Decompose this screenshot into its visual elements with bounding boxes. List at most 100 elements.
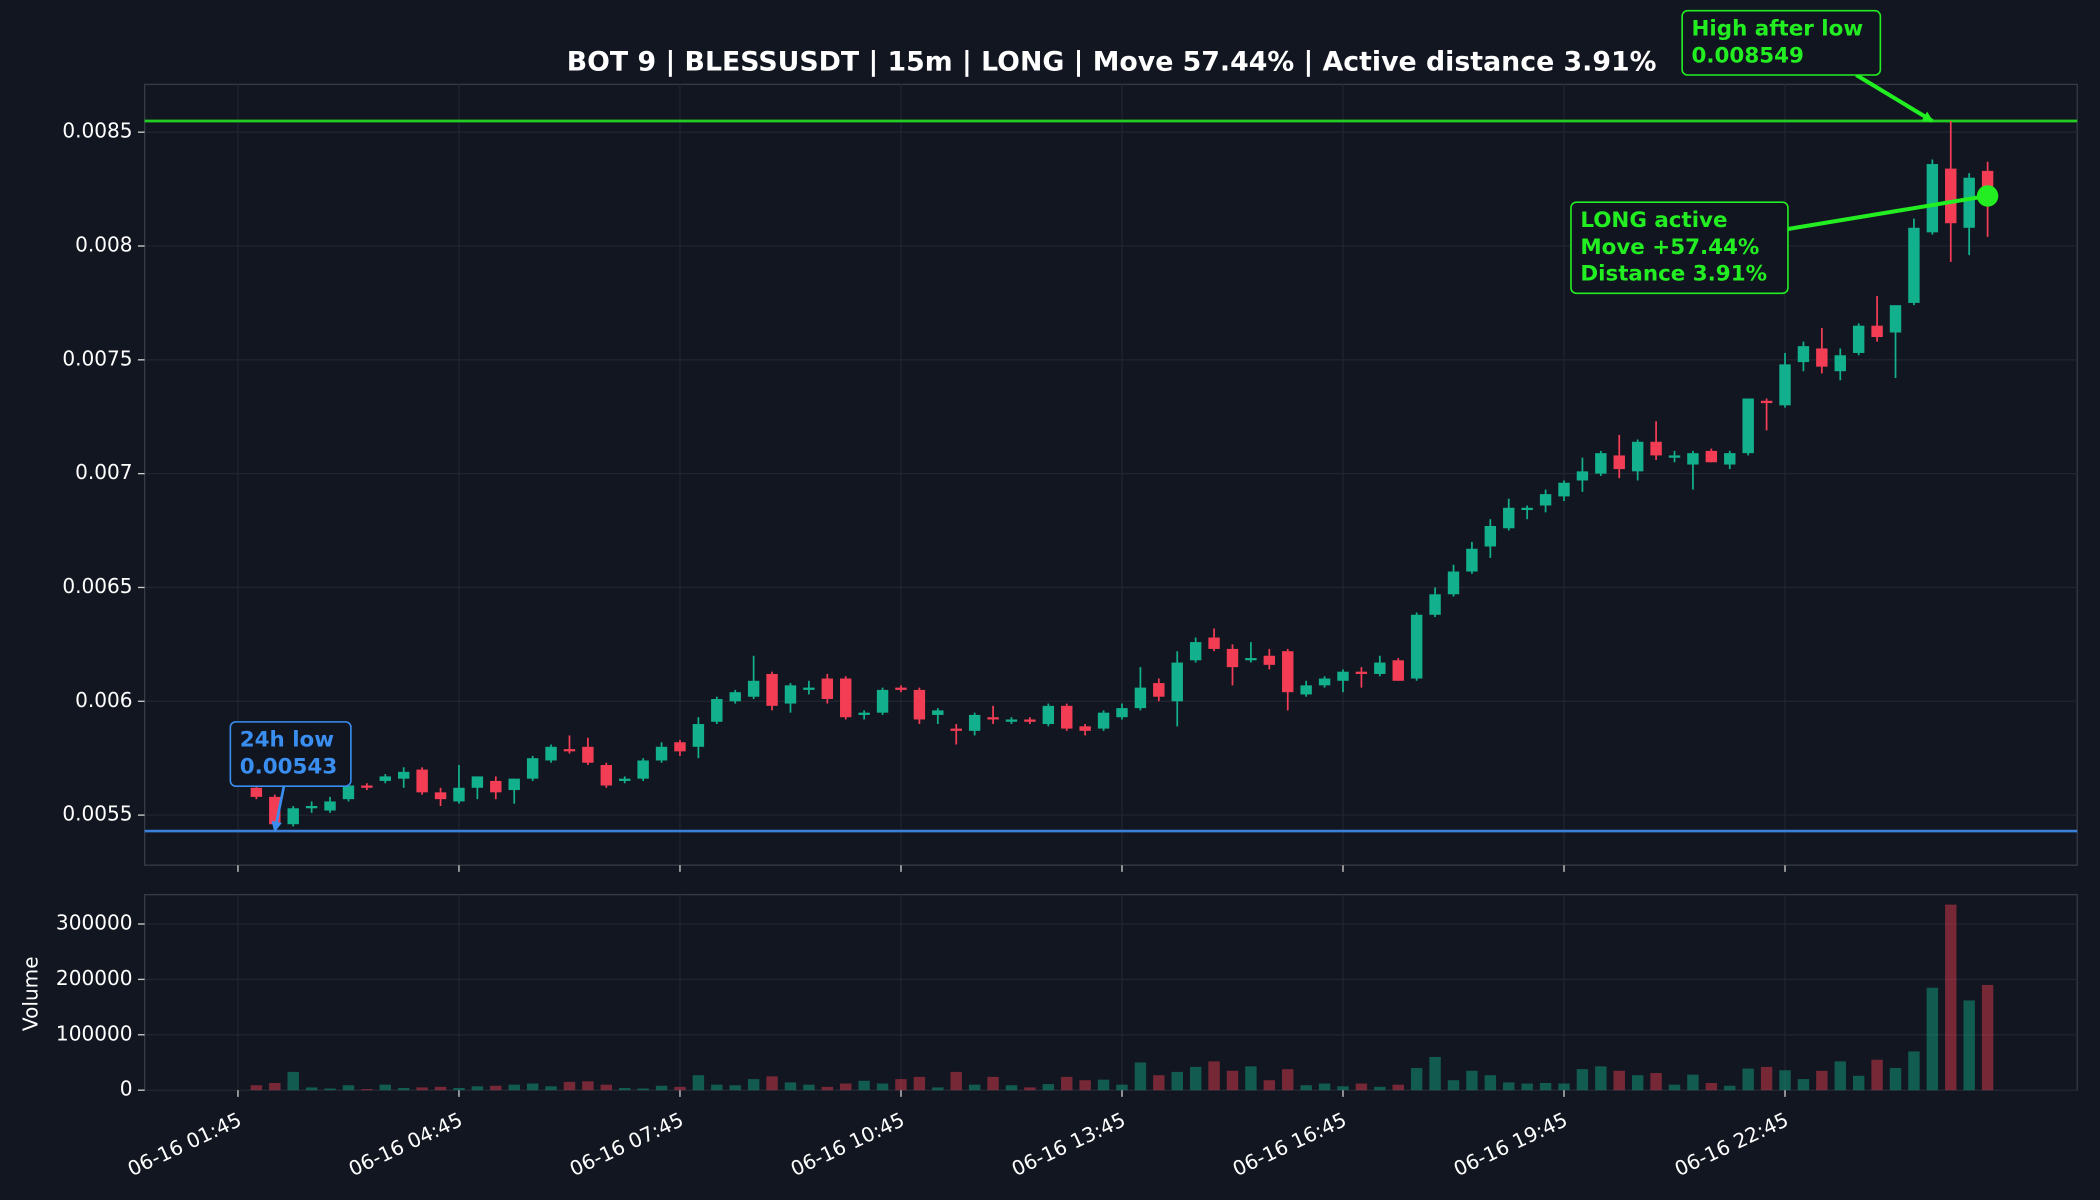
- candle-body: [821, 678, 834, 700]
- y-tick-label: 100000: [56, 1021, 133, 1045]
- candle-body: [250, 787, 263, 797]
- volume-bar: [1945, 904, 1957, 1091]
- volume-bar: [1429, 1056, 1441, 1091]
- candle-body: [1852, 325, 1865, 353]
- volume-bar: [490, 1085, 502, 1091]
- annotation-box: [1681, 9, 1882, 76]
- candle-body: [858, 712, 870, 715]
- candle-body: [1429, 594, 1441, 615]
- candle-body: [1466, 548, 1478, 572]
- volume-bar: [1061, 1076, 1073, 1091]
- volume-bar: [1374, 1086, 1386, 1091]
- volume-bar: [1282, 1069, 1294, 1091]
- volume-bar: [932, 1087, 944, 1091]
- volume-bar: [766, 1076, 778, 1091]
- volume-bar: [1650, 1073, 1662, 1091]
- candle-body: [361, 785, 373, 788]
- volume-bar: [1171, 1071, 1183, 1091]
- annotation-text: 24h low: [240, 728, 335, 753]
- volume-bar: [637, 1088, 649, 1091]
- annotation-text: Distance 3.91%: [1580, 262, 1767, 287]
- candle-body: [526, 758, 539, 779]
- candle-body: [324, 801, 336, 811]
- candle-body: [987, 717, 999, 720]
- volume-bar: [1263, 1080, 1276, 1091]
- volume-bar: [1153, 1075, 1165, 1091]
- volume-bar: [1521, 1083, 1533, 1091]
- volume-bar: [1097, 1079, 1110, 1091]
- annotation-box: [229, 721, 352, 787]
- candle-body: [1724, 453, 1736, 465]
- candle-body: [1410, 614, 1423, 679]
- candle-body: [1171, 662, 1183, 702]
- candle-body: [913, 689, 926, 720]
- volume-bar: [1908, 1051, 1920, 1091]
- price-panel: [143, 83, 2078, 866]
- volume-bar: [895, 1079, 907, 1091]
- y-tick-label: 0.0065: [62, 574, 132, 598]
- volume-bar: [361, 1089, 373, 1091]
- volume-bar: [821, 1086, 834, 1091]
- candle-body: [1926, 164, 1939, 233]
- candle-body: [1558, 482, 1570, 497]
- volume-bar: [1889, 1068, 1902, 1091]
- volume-bar: [1300, 1085, 1312, 1091]
- volume-bar: [1245, 1066, 1257, 1091]
- candle-body: [1318, 678, 1331, 686]
- candle-body: [711, 699, 723, 722]
- volume-axis-label: Volume: [19, 956, 43, 1031]
- candle-body: [766, 673, 778, 706]
- volume-bar: [1981, 984, 1994, 1091]
- volume-bar: [1613, 1070, 1625, 1091]
- volume-bar: [471, 1086, 484, 1091]
- volume-bar: [803, 1084, 815, 1091]
- candle-body: [1005, 719, 1018, 722]
- candle-body: [619, 778, 631, 781]
- annotation-arrow: [271, 785, 286, 833]
- candle-body: [1282, 651, 1294, 693]
- volume-bar: [582, 1081, 594, 1091]
- y-tick-label: 0.007: [75, 460, 132, 484]
- candle-body: [1153, 683, 1165, 697]
- candle-body: [1668, 455, 1681, 458]
- candle-body: [1613, 455, 1625, 470]
- candle-body: [968, 714, 981, 731]
- candle-body: [1079, 726, 1091, 731]
- volume-bar: [1687, 1074, 1699, 1091]
- volume-bar: [1484, 1075, 1497, 1091]
- volume-bar: [1208, 1061, 1220, 1091]
- volume-bar: [987, 1076, 999, 1091]
- candle-body: [895, 687, 907, 690]
- y-tick-label: 0.0085: [62, 119, 132, 143]
- candle-body: [1208, 637, 1220, 649]
- candle-body: [803, 687, 815, 690]
- volume-bar: [1871, 1059, 1883, 1091]
- volume-bar: [747, 1079, 760, 1091]
- candle-body: [1355, 671, 1368, 674]
- y-tick-label: 0.0075: [62, 346, 132, 370]
- candle-body: [471, 776, 484, 788]
- volume-bar: [324, 1088, 336, 1091]
- volume-bar: [1705, 1082, 1718, 1091]
- volume-bar: [1558, 1083, 1570, 1091]
- volume-bar: [1631, 1075, 1644, 1091]
- y-tick-label: 300000: [56, 911, 133, 935]
- candle-body: [287, 808, 299, 825]
- candle-body: [490, 780, 502, 793]
- annotation-text: High after low: [1692, 16, 1864, 41]
- annotation-text: 0.008549: [1692, 43, 1804, 68]
- volume-bar: [1503, 1082, 1515, 1091]
- volume-bar: [379, 1084, 392, 1091]
- candle-body: [305, 805, 318, 809]
- candle-body: [1687, 453, 1699, 465]
- volume-bar: [1447, 1080, 1460, 1091]
- candle-body: [1337, 671, 1349, 681]
- volume-bar: [692, 1075, 705, 1091]
- candle-body: [876, 689, 889, 713]
- volume-bar: [1337, 1086, 1349, 1091]
- candle-body: [1650, 441, 1662, 456]
- candle-body: [1226, 648, 1239, 668]
- candle-body: [1024, 719, 1036, 722]
- volume-bar: [342, 1085, 355, 1091]
- candle-body: [379, 776, 392, 781]
